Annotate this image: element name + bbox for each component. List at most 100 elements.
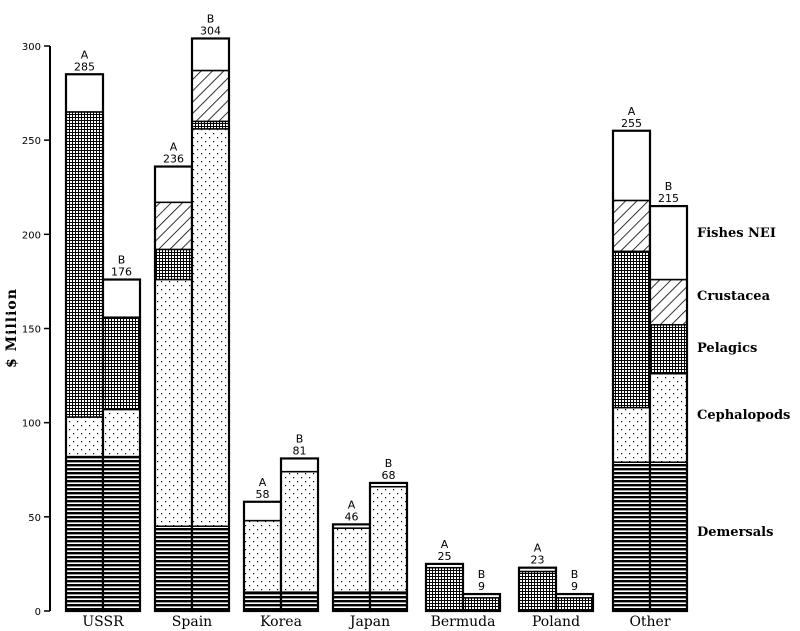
segment-crustacea bbox=[191, 69, 230, 123]
legend: Fishes NEI Crustacea Pelagics Cephalopods De… bbox=[697, 226, 790, 540]
bar-total-label: 81 bbox=[293, 444, 307, 457]
category-label: Other bbox=[629, 614, 670, 630]
bar-group-label: A bbox=[534, 542, 542, 555]
segment-fishes-nei bbox=[154, 165, 193, 204]
bar-outline bbox=[424, 562, 465, 613]
bar-outline bbox=[368, 481, 409, 613]
bar-group-label: A bbox=[348, 498, 356, 511]
segment-demersals bbox=[65, 455, 104, 612]
y-axis: 0 50 100 150 200 250 300 $ Million bbox=[4, 42, 51, 618]
bar-poland-b bbox=[554, 592, 595, 613]
y-tick-label: 300 bbox=[22, 42, 41, 53]
y-tick-label: 250 bbox=[22, 136, 41, 147]
segment-pelagics bbox=[649, 323, 688, 375]
bar-total-label: 68 bbox=[382, 469, 396, 482]
bar-outline bbox=[461, 592, 502, 613]
segment-demersals bbox=[154, 525, 193, 612]
bar-other-b bbox=[648, 204, 689, 613]
segment-cephalopods bbox=[191, 128, 230, 527]
bar-japan-b bbox=[368, 481, 409, 613]
bar-ussr-b bbox=[101, 278, 142, 613]
segment-crustacea bbox=[612, 199, 651, 253]
category-label: Bermuda bbox=[431, 614, 496, 630]
bar-total-label: 255 bbox=[621, 117, 642, 130]
segment-pelagics bbox=[425, 566, 464, 612]
segment-fishes-nei bbox=[243, 501, 282, 522]
segment-pelagics bbox=[462, 597, 501, 612]
segment-cephalopods bbox=[649, 372, 688, 463]
segment-pelagics bbox=[518, 570, 557, 612]
segment-fishes-nei bbox=[280, 457, 319, 473]
segment-fishes-nei bbox=[65, 73, 104, 113]
y-ticks: 0 50 100 150 200 250 300 bbox=[22, 42, 50, 618]
bar-group-label: A bbox=[441, 538, 449, 551]
bars bbox=[64, 37, 689, 613]
bar-total-label: 9 bbox=[571, 580, 578, 593]
bar-total-label: 236 bbox=[163, 153, 184, 166]
segment-cephalopods bbox=[332, 527, 371, 593]
bar-outline bbox=[279, 457, 320, 613]
segment-cephalopods bbox=[243, 519, 282, 593]
bar-group-label: A bbox=[259, 476, 267, 489]
category-label: Japan bbox=[348, 614, 390, 630]
segment-demersals bbox=[649, 461, 688, 612]
bar-outline bbox=[648, 204, 689, 613]
segment-pelagics bbox=[65, 111, 104, 418]
segment-cephalopods bbox=[102, 408, 141, 458]
legend-item-fishes-nei: Fishes NEI bbox=[697, 226, 776, 241]
bar-group-label: A bbox=[170, 141, 178, 154]
legend-item-pelagics: Pelagics bbox=[697, 341, 757, 356]
bar-bermuda-a bbox=[424, 562, 465, 613]
segment-pelagics bbox=[191, 120, 230, 130]
bar-group-label: B bbox=[207, 12, 215, 25]
segment-pelagics bbox=[154, 248, 193, 281]
bar-labels: A285B176A236B304A58B81A46B68A25B9A23B9A2… bbox=[74, 12, 679, 593]
segment-demersals bbox=[280, 591, 319, 612]
bar-total-label: 304 bbox=[200, 24, 221, 37]
category-label: Korea bbox=[260, 614, 302, 630]
segment-crustacea bbox=[154, 201, 193, 251]
bar-total-label: 176 bbox=[111, 266, 132, 279]
bar-ussr-a bbox=[64, 73, 105, 613]
y-tick-label: 150 bbox=[22, 325, 41, 336]
segment-pelagics bbox=[555, 597, 594, 612]
bar-bermuda-b bbox=[461, 592, 502, 613]
bar-outline bbox=[101, 278, 142, 613]
bar-korea-b bbox=[279, 457, 320, 613]
segment-pelagics bbox=[102, 316, 141, 411]
bar-poland-a bbox=[517, 566, 558, 613]
bar-total-label: 285 bbox=[74, 60, 95, 73]
bar-total-label: 58 bbox=[256, 488, 270, 501]
bar-total-label: 46 bbox=[345, 510, 359, 523]
bar-group-label: A bbox=[628, 105, 636, 118]
bar-total-label: 23 bbox=[531, 554, 545, 567]
category-label: Poland bbox=[532, 614, 580, 630]
segment-pelagics bbox=[612, 250, 651, 409]
bar-group-label: A bbox=[81, 48, 89, 61]
bar-group-label: B bbox=[118, 254, 126, 267]
category-label: USSR bbox=[82, 614, 124, 630]
segment-demersals bbox=[369, 591, 408, 612]
y-tick-label: 200 bbox=[22, 230, 41, 241]
bar-group-label: B bbox=[665, 180, 673, 193]
bar-outline bbox=[517, 566, 558, 613]
segment-crustacea bbox=[649, 278, 688, 326]
segment-cephalopods bbox=[369, 485, 408, 593]
bar-group-label: B bbox=[296, 432, 304, 445]
y-tick-label: 100 bbox=[22, 419, 41, 430]
bar-japan-a bbox=[331, 523, 372, 613]
segment-demersals bbox=[102, 455, 141, 612]
legend-item-demersals: Demersals bbox=[697, 525, 773, 540]
segment-demersals bbox=[191, 525, 230, 612]
bar-outline bbox=[554, 592, 595, 613]
segment-cephalopods bbox=[154, 278, 193, 527]
segment-cephalopods bbox=[612, 406, 651, 463]
y-axis-label: $ Million bbox=[4, 288, 20, 368]
segment-demersals bbox=[243, 591, 282, 612]
bar-outline bbox=[190, 37, 231, 613]
legend-item-crustacea: Crustacea bbox=[697, 289, 771, 304]
legend-item-cephalopods: Cephalopods bbox=[697, 408, 790, 423]
segment-cephalopods bbox=[65, 416, 104, 458]
category-labels: USSR Spain Korea Japan Bermuda Poland Other bbox=[82, 614, 670, 630]
